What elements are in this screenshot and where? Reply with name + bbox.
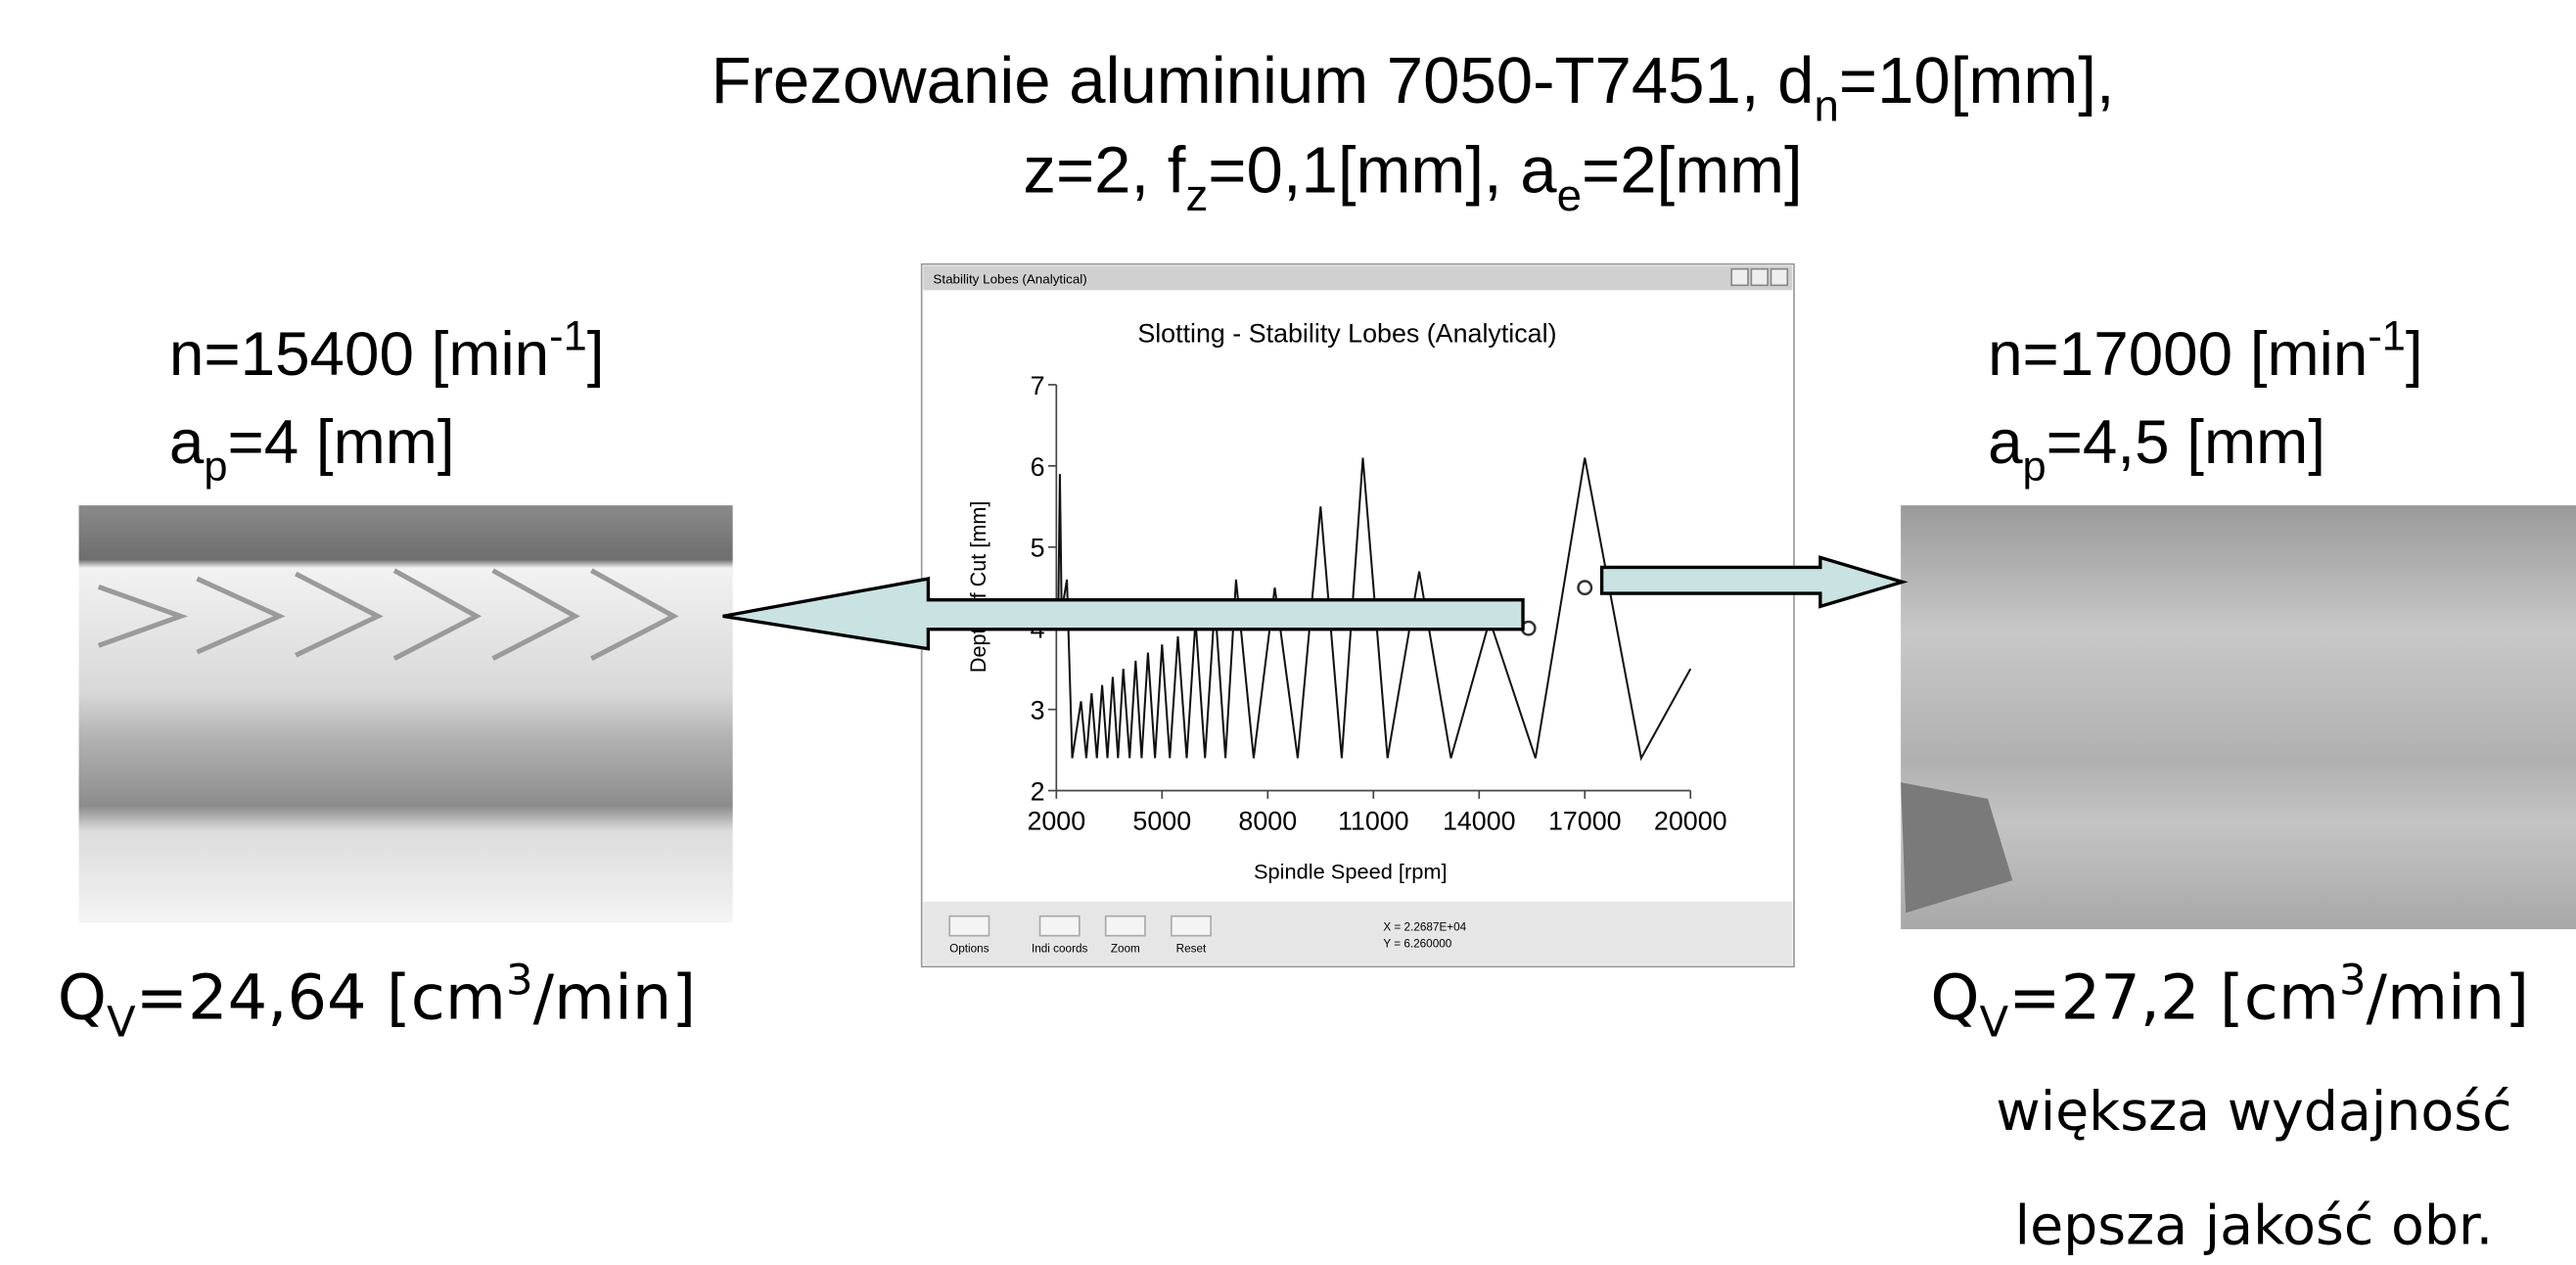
window-title: Stability Lobes (Analytical) — [933, 272, 1086, 287]
text-run: z=2, f — [1023, 134, 1185, 208]
chart: Options Indi coords Zoom Reset X = 2.2687E+0… — [948, 319, 1727, 955]
removal-rate: QV=24,64 [cm3/min] — [58, 956, 696, 1047]
note: lepsza jakość obr. — [2015, 1195, 2494, 1258]
chevrons — [97, 568, 679, 661]
x-tick-label: 20000 — [1654, 807, 1727, 836]
text-run: =24,64 [cm — [136, 961, 506, 1034]
removal-rate: QV=27,2 [cm3/min] — [1930, 956, 2529, 1047]
depth-label: ap=4 [mm] — [169, 407, 455, 490]
subscript: V — [1980, 998, 2009, 1047]
text-run: =27,2 [cm — [2008, 961, 2339, 1034]
subscript: p — [204, 444, 227, 491]
x-tick-label: 11000 — [1338, 807, 1409, 836]
subscript: p — [2023, 444, 2047, 491]
text-run: =0,1[mm], a — [1208, 134, 1557, 208]
subscript: e — [1557, 170, 1582, 220]
supscript: 3 — [2339, 956, 2367, 1005]
y-tick-label: 7 — [1031, 371, 1045, 400]
toolbar-label: Options — [949, 942, 989, 955]
operating-point — [1577, 580, 1593, 596]
text-run: Q — [1930, 961, 1979, 1034]
x-tick-label: 5000 — [1132, 807, 1191, 836]
status-text: Y = 6.260000 — [1383, 937, 1451, 950]
supscript: 3 — [506, 956, 533, 1005]
text-run: n=17000 [min — [1988, 319, 2368, 389]
subscript: z — [1185, 170, 1208, 220]
y-tick-label: 3 — [1031, 696, 1045, 726]
toolbar-button[interactable] — [948, 914, 990, 937]
text-run: /min] — [533, 961, 697, 1034]
subscript: V — [107, 998, 136, 1047]
speed-label: n=17000 [min-1] — [1988, 313, 2423, 389]
toolbar-button[interactable] — [1038, 914, 1081, 937]
left-photo — [78, 505, 733, 923]
supscript: -1 — [2368, 313, 2406, 360]
maximize-button[interactable] — [1750, 267, 1769, 287]
right-photo — [1901, 505, 2576, 930]
toolbar-label: Zoom — [1111, 942, 1140, 955]
text-run: ] — [587, 319, 605, 389]
left-arrow — [722, 577, 1525, 651]
title-line: Frezowanie aluminium 7050-T7451, dn=10[m… — [712, 44, 2115, 130]
y-tick-label: 5 — [1031, 534, 1045, 563]
status-text: X = 2.2687E+04 — [1383, 921, 1466, 934]
x-tick-label: 2000 — [1027, 807, 1085, 836]
supscript: -1 — [549, 313, 587, 360]
y-tick-label: 6 — [1031, 452, 1045, 482]
text-run: Q — [58, 961, 107, 1034]
text-run: /min] — [2367, 961, 2530, 1034]
text-run: =10[mm], — [1839, 44, 2115, 117]
minimize-button[interactable] — [1730, 267, 1749, 287]
title-line: z=2, fz=0,1[mm], ae=2[mm] — [1023, 134, 1802, 220]
text-run: Frezowanie aluminium 7050-T7451, d — [712, 44, 1815, 117]
x-tick-label: 17000 — [1548, 807, 1622, 836]
subscript: n — [1814, 81, 1838, 131]
right-arrow — [1599, 555, 1909, 609]
title-bar — [923, 265, 1793, 291]
y-tick-label: 2 — [1031, 777, 1045, 807]
chart-title: Slotting - Stability Lobes (Analytical) — [1137, 319, 1556, 349]
text-run: =2[mm] — [1582, 134, 1803, 208]
text-run: =4 [mm] — [227, 407, 454, 477]
texts: Frezowanie aluminium 7050-T7451, dn=10[m… — [58, 44, 2529, 1257]
note: większa wydajność — [1996, 1081, 2511, 1144]
toolbar-button[interactable] — [1104, 914, 1146, 937]
x-axis-title: Spindle Speed [rpm] — [1254, 859, 1448, 883]
depth-label: ap=4,5 [mm] — [1988, 407, 2325, 490]
toolbar-button[interactable] — [1170, 914, 1212, 937]
speed-label: n=15400 [min-1] — [169, 313, 605, 389]
x-tick-label: 14000 — [1443, 807, 1516, 836]
photo-shadow — [1901, 782, 2013, 914]
x-tick-label: 8000 — [1238, 807, 1297, 836]
text-run: =4,5 [mm] — [2047, 407, 2325, 477]
close-button[interactable] — [1770, 267, 1789, 287]
toolbar-label: Reset — [1176, 942, 1207, 955]
text-run: a — [169, 407, 205, 477]
y-axis-title: Depth of Cut [mm] — [966, 501, 990, 674]
text-run: a — [1988, 407, 2023, 477]
text-run: n=15400 [min — [169, 319, 549, 389]
text-run: ] — [2406, 319, 2423, 389]
toolbar-label: Indi coords — [1032, 942, 1088, 955]
lobe-curve — [1057, 457, 1692, 762]
